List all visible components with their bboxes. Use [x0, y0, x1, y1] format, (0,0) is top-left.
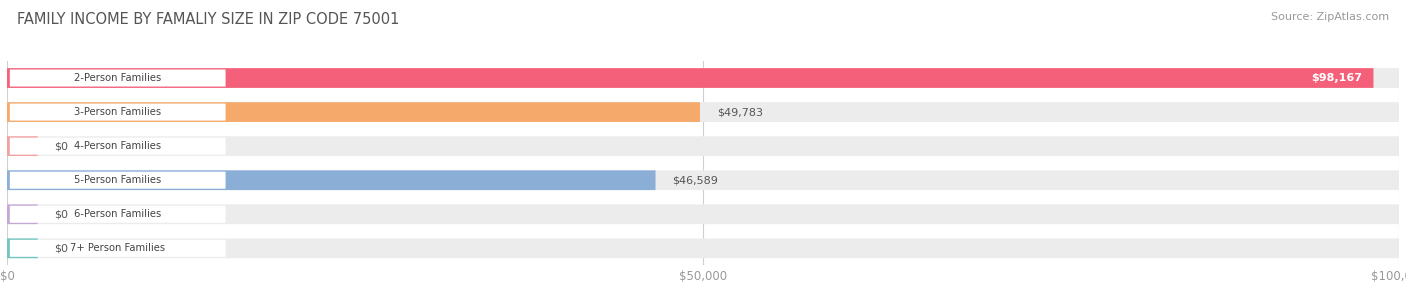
- FancyBboxPatch shape: [7, 102, 1399, 122]
- Text: 3-Person Families: 3-Person Families: [75, 107, 162, 117]
- Text: $0: $0: [55, 243, 69, 253]
- Text: FAMILY INCOME BY FAMALIY SIZE IN ZIP CODE 75001: FAMILY INCOME BY FAMALIY SIZE IN ZIP COD…: [17, 12, 399, 27]
- Text: 5-Person Families: 5-Person Families: [75, 175, 162, 185]
- Text: 7+ Person Families: 7+ Person Families: [70, 243, 166, 253]
- Text: $98,167: $98,167: [1312, 73, 1362, 83]
- Text: $46,589: $46,589: [672, 175, 718, 185]
- Text: Source: ZipAtlas.com: Source: ZipAtlas.com: [1271, 12, 1389, 22]
- FancyBboxPatch shape: [10, 172, 225, 189]
- FancyBboxPatch shape: [7, 136, 1399, 156]
- FancyBboxPatch shape: [7, 170, 1399, 190]
- Text: 6-Person Families: 6-Person Families: [75, 209, 162, 219]
- Text: $0: $0: [55, 209, 69, 219]
- FancyBboxPatch shape: [7, 239, 1399, 258]
- FancyBboxPatch shape: [7, 170, 655, 190]
- FancyBboxPatch shape: [10, 240, 225, 257]
- FancyBboxPatch shape: [7, 239, 38, 258]
- FancyBboxPatch shape: [7, 68, 1399, 88]
- FancyBboxPatch shape: [10, 70, 225, 87]
- FancyBboxPatch shape: [10, 104, 225, 120]
- Text: $49,783: $49,783: [717, 107, 762, 117]
- FancyBboxPatch shape: [10, 206, 225, 223]
- FancyBboxPatch shape: [7, 136, 38, 156]
- FancyBboxPatch shape: [7, 204, 38, 224]
- FancyBboxPatch shape: [7, 102, 700, 122]
- FancyBboxPatch shape: [10, 138, 225, 155]
- FancyBboxPatch shape: [7, 204, 1399, 224]
- FancyBboxPatch shape: [7, 68, 1374, 88]
- Text: $0: $0: [55, 141, 69, 151]
- Text: 4-Person Families: 4-Person Families: [75, 141, 162, 151]
- Text: 2-Person Families: 2-Person Families: [75, 73, 162, 83]
